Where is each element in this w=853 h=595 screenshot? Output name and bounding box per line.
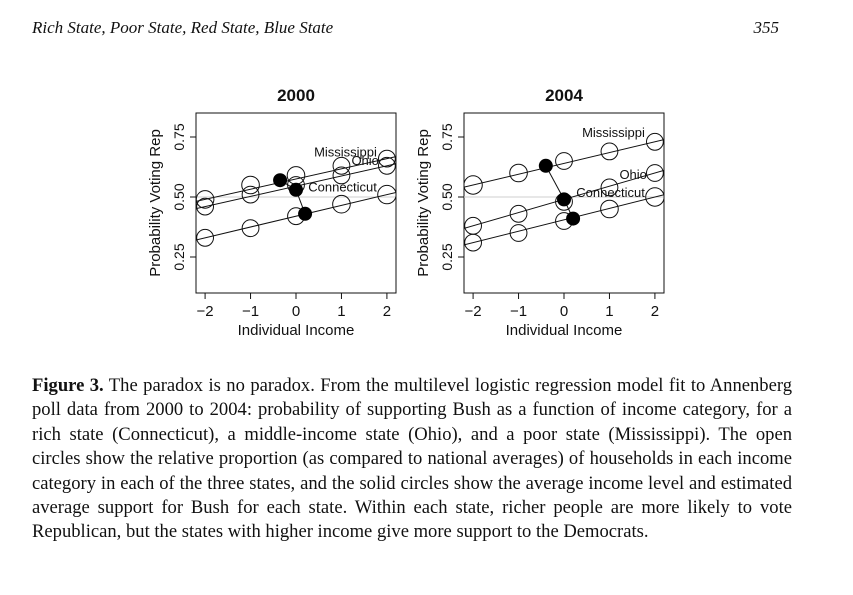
running-head: Rich State, Poor State, Red State, Blue … [32,18,334,37]
series-line-mississippi [196,156,396,202]
open-circle-ohio [241,185,260,204]
series-line-connecticut [196,191,396,241]
series-line-mississippi [464,139,664,188]
panel-2000: 2000 −2 −1 0 1 2 0.25 0.50 0.75 Individual Income… [147,86,397,339]
series-label-connecticut: Connecticut [308,180,377,195]
series-label-mississippi: Mississippi [582,125,645,140]
open-circle-connecticut [509,224,528,242]
open-circle-connecticut [464,233,482,252]
open-circle-ohio [646,164,664,182]
x-tick-label: 0 [560,303,568,320]
x-tick-label: 1 [337,303,345,320]
series-line-connecticut [464,194,664,246]
open-circle-ohio [509,204,528,223]
open-circle-mississippi [196,190,215,209]
open-circle-mississippi [600,142,619,161]
open-circle-ohio [600,178,619,197]
x-tick-label: −2 [465,303,482,320]
series-label-connecticut: Connecticut [576,185,645,200]
figure-svg: 2000 −2 −1 0 1 2 0.25 0.50 0.75 Individual Income… [147,86,665,339]
plot-area [196,149,396,247]
mean-point-ohio [557,192,571,207]
caption-label: Figure 3. [32,375,104,396]
open-circle-connecticut [377,184,396,205]
y-tick-label: 0.75 [171,123,187,150]
open-circle-connecticut [645,187,664,207]
x-axis-label: Individual Income [506,322,623,339]
open-circle-mississippi [509,163,528,183]
x-tick-label: 2 [383,303,391,320]
page-number: 355 [753,18,780,37]
open-circle-connecticut [196,228,214,247]
open-circle-mississippi [464,175,483,195]
x-tick-label: −1 [510,303,527,320]
open-circle-mississippi [378,149,396,168]
figure: 2000 −2 −1 0 1 2 0.25 0.50 0.75 Individual Income… [140,75,700,355]
series-label-ohio: Ohio [619,167,646,182]
open-circle-mississippi [332,156,351,175]
y-tick-label: 0.25 [171,243,187,270]
series-label-ohio: Ohio [351,153,378,168]
plot-area [464,132,664,252]
panel-2004: 2004 −2 −1 0 1 2 0.25 0.50 0.75 Individual Income… [415,86,665,339]
y-axis-label: Probability Voting Rep [147,129,164,277]
x-tick-label: 1 [605,303,613,320]
open-circle-ohio [378,156,396,175]
y-tick-label: 0.50 [439,183,455,210]
open-circle-mississippi [286,166,306,185]
open-circle-connecticut [332,194,351,214]
x-axis-label: Individual Income [238,322,355,339]
panel-title: 2000 [277,86,315,105]
mean-point-ohio [289,182,303,197]
open-circle-connecticut [241,219,260,238]
mean-point-connecticut [566,211,581,226]
open-circle-mississippi [555,152,573,170]
series-label-mississippi: Mississippi [314,145,377,160]
x-tick-label: −2 [197,303,214,320]
figure-caption: Figure 3. The paradox is no paradox. Fro… [32,374,792,545]
mean-point-mississippi [273,173,288,188]
open-circle-mississippi [646,132,664,151]
open-circle-connecticut [600,199,619,219]
open-circle-ohio [332,166,351,185]
panel-title: 2004 [545,86,583,105]
x-tick-label: −1 [242,303,259,320]
open-circle-ohio [196,197,214,216]
plot-frame [195,112,397,294]
mean-point-mississippi [538,158,553,173]
y-tick-label: 0.25 [439,243,455,270]
caption-text: The paradox is no paradox. From the mult… [32,375,792,543]
x-tick-label: 2 [651,303,659,320]
y-tick-label: 0.75 [439,123,455,150]
open-circle-mississippi [241,175,260,195]
mean-point-connecticut [298,206,313,221]
y-axis-label: Probability Voting Rep [415,129,432,277]
x-tick-label: 0 [292,303,300,320]
y-tick-label: 0.50 [171,183,187,210]
